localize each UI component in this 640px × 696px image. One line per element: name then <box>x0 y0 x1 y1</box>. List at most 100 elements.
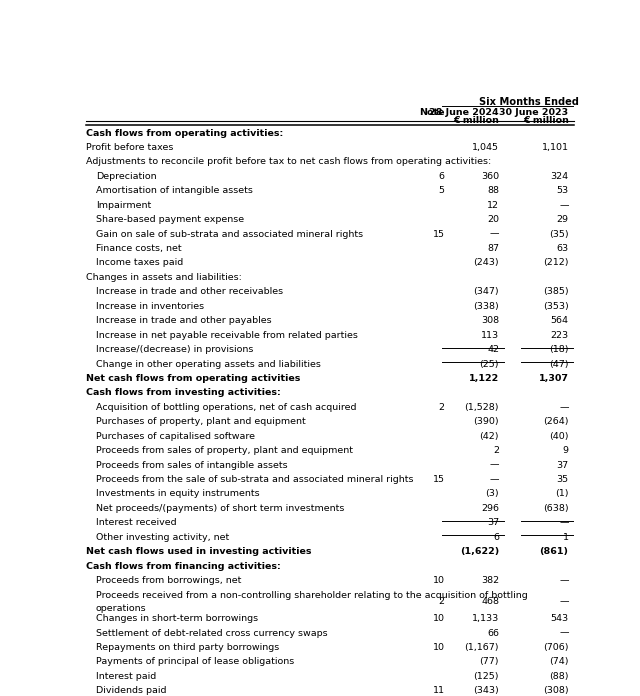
Text: 37: 37 <box>556 461 568 470</box>
Text: (638): (638) <box>543 504 568 513</box>
Text: Interest received: Interest received <box>96 519 177 528</box>
Text: 382: 382 <box>481 576 499 585</box>
Text: Finance costs, net: Finance costs, net <box>96 244 182 253</box>
Text: (3): (3) <box>486 489 499 498</box>
Text: (353): (353) <box>543 302 568 311</box>
Text: —: — <box>559 576 568 585</box>
Text: 10: 10 <box>433 643 445 652</box>
Text: Proceeds from sales of property, plant and equipment: Proceeds from sales of property, plant a… <box>96 446 353 455</box>
Text: (385): (385) <box>543 287 568 296</box>
Text: (47): (47) <box>549 360 568 369</box>
Text: 324: 324 <box>550 172 568 181</box>
Text: 1,045: 1,045 <box>472 143 499 152</box>
Text: 15: 15 <box>433 475 445 484</box>
Text: 11: 11 <box>433 686 445 695</box>
Text: 20: 20 <box>487 215 499 224</box>
Text: Increase in trade and other receivables: Increase in trade and other receivables <box>96 287 283 296</box>
Text: 360: 360 <box>481 172 499 181</box>
Text: (308): (308) <box>543 686 568 695</box>
Text: 9: 9 <box>563 446 568 455</box>
Text: Changes in assets and liabilities:: Changes in assets and liabilities: <box>86 273 242 282</box>
Text: 1,307: 1,307 <box>538 374 568 383</box>
Text: —: — <box>490 230 499 239</box>
Text: 12: 12 <box>487 200 499 209</box>
Text: (77): (77) <box>479 658 499 666</box>
Text: 35: 35 <box>556 475 568 484</box>
Text: (264): (264) <box>543 418 568 426</box>
Text: Settlement of debt-related cross currency swaps: Settlement of debt-related cross currenc… <box>96 628 328 638</box>
Text: (88): (88) <box>549 672 568 681</box>
Text: Increase in trade and other payables: Increase in trade and other payables <box>96 316 271 325</box>
Text: Proceeds received from a non-controlling shareholder relating to the acquisition: Proceeds received from a non-controlling… <box>96 590 527 599</box>
Text: 1,122: 1,122 <box>469 374 499 383</box>
Text: (1,528): (1,528) <box>465 403 499 412</box>
Text: Cash flows from financing activities:: Cash flows from financing activities: <box>86 562 281 571</box>
Text: 468: 468 <box>481 597 499 606</box>
Text: (347): (347) <box>474 287 499 296</box>
Text: 2: 2 <box>438 403 445 412</box>
Text: (243): (243) <box>474 258 499 267</box>
Text: (706): (706) <box>543 643 568 652</box>
Text: (25): (25) <box>479 360 499 369</box>
Text: —: — <box>559 200 568 209</box>
Text: Acquisition of bottling operations, net of cash acquired: Acquisition of bottling operations, net … <box>96 403 356 412</box>
Text: (861): (861) <box>540 547 568 556</box>
Text: 10: 10 <box>433 614 445 623</box>
Text: Repayments on third party borrowings: Repayments on third party borrowings <box>96 643 279 652</box>
Text: 30 June 2023: 30 June 2023 <box>499 108 568 117</box>
Text: Income taxes paid: Income taxes paid <box>96 258 183 267</box>
Text: —: — <box>490 461 499 470</box>
Text: 28 June 2024: 28 June 2024 <box>429 108 499 117</box>
Text: Net proceeds/(payments) of short term investments: Net proceeds/(payments) of short term in… <box>96 504 344 513</box>
Text: 29: 29 <box>557 215 568 224</box>
Text: Dividends paid: Dividends paid <box>96 686 166 695</box>
Text: (18): (18) <box>549 345 568 354</box>
Text: —: — <box>559 403 568 412</box>
Text: Net cash flows used in investing activities: Net cash flows used in investing activit… <box>86 547 312 556</box>
Text: Change in other operating assets and liabilities: Change in other operating assets and lia… <box>96 360 321 369</box>
Text: (1,167): (1,167) <box>465 643 499 652</box>
Text: —: — <box>490 475 499 484</box>
Text: Proceeds from sales of intangible assets: Proceeds from sales of intangible assets <box>96 461 287 470</box>
Text: Cash flows from operating activities:: Cash flows from operating activities: <box>86 129 284 138</box>
Text: 1,133: 1,133 <box>472 614 499 623</box>
Text: 1,101: 1,101 <box>541 143 568 152</box>
Text: Amortisation of intangible assets: Amortisation of intangible assets <box>96 187 253 196</box>
Text: (35): (35) <box>549 230 568 239</box>
Text: Increase/(decrease) in provisions: Increase/(decrease) in provisions <box>96 345 253 354</box>
Text: 10: 10 <box>433 576 445 585</box>
Text: 296: 296 <box>481 504 499 513</box>
Text: Purchases of capitalised software: Purchases of capitalised software <box>96 432 255 441</box>
Text: Increase in inventories: Increase in inventories <box>96 302 204 311</box>
Text: 113: 113 <box>481 331 499 340</box>
Text: 53: 53 <box>556 187 568 196</box>
Text: operations: operations <box>96 604 147 613</box>
Text: Payments of principal of lease obligations: Payments of principal of lease obligatio… <box>96 658 294 666</box>
Text: (40): (40) <box>549 432 568 441</box>
Text: 223: 223 <box>550 331 568 340</box>
Text: (390): (390) <box>474 418 499 426</box>
Text: Note: Note <box>419 108 445 117</box>
Text: 66: 66 <box>487 628 499 638</box>
Text: 1: 1 <box>563 532 568 541</box>
Text: Adjustments to reconcile profit before tax to net cash flows from operating acti: Adjustments to reconcile profit before t… <box>86 157 492 166</box>
Text: Investments in equity instruments: Investments in equity instruments <box>96 489 259 498</box>
Text: 42: 42 <box>487 345 499 354</box>
Text: Increase in net payable receivable from related parties: Increase in net payable receivable from … <box>96 331 358 340</box>
Text: (343): (343) <box>474 686 499 695</box>
Text: Purchases of property, plant and equipment: Purchases of property, plant and equipme… <box>96 418 306 426</box>
Text: € million: € million <box>453 116 499 125</box>
Text: Cash flows from investing activities:: Cash flows from investing activities: <box>86 388 281 397</box>
Text: 2: 2 <box>493 446 499 455</box>
Text: 87: 87 <box>487 244 499 253</box>
Text: Gain on sale of sub-strata and associated mineral rights: Gain on sale of sub-strata and associate… <box>96 230 363 239</box>
Text: Share-based payment expense: Share-based payment expense <box>96 215 244 224</box>
Text: (74): (74) <box>549 658 568 666</box>
Text: (212): (212) <box>543 258 568 267</box>
Text: (42): (42) <box>479 432 499 441</box>
Text: 6: 6 <box>438 172 445 181</box>
Text: Interest paid: Interest paid <box>96 672 156 681</box>
Text: 63: 63 <box>556 244 568 253</box>
Text: 88: 88 <box>487 187 499 196</box>
Text: Net cash flows from operating activities: Net cash flows from operating activities <box>86 374 300 383</box>
